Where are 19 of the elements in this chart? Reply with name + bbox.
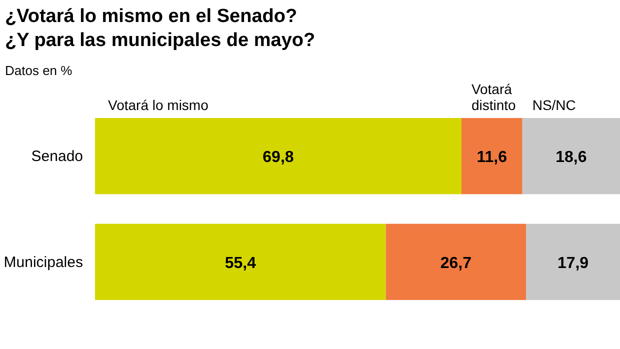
- bar: [526, 224, 620, 300]
- data-label: 17,9: [557, 254, 589, 272]
- bar: [95, 118, 462, 194]
- series-label: Votará lo mismo: [108, 97, 209, 113]
- data-label: 69,8: [262, 149, 294, 166]
- bar: [95, 224, 386, 300]
- data-label: 11,6: [476, 149, 508, 166]
- series-label: Votará distinto: [471, 81, 516, 113]
- series-label: NS/NC: [532, 97, 576, 113]
- data-label: 26,7: [440, 254, 472, 272]
- bar: [386, 224, 526, 300]
- y-tick-label: Senado: [31, 148, 83, 166]
- y-tick-label: Municipales: [4, 254, 83, 271]
- bar: [461, 118, 522, 194]
- chart-title: ¿Votará lo mismo en el Senado? ¿Y para las municipales de mayo?: [5, 6, 316, 51]
- data-label: 18,6: [556, 149, 587, 166]
- data-label: 55,4: [224, 254, 256, 272]
- chart-subtitle: Datos en %: [5, 63, 73, 78]
- bar: [522, 118, 620, 194]
